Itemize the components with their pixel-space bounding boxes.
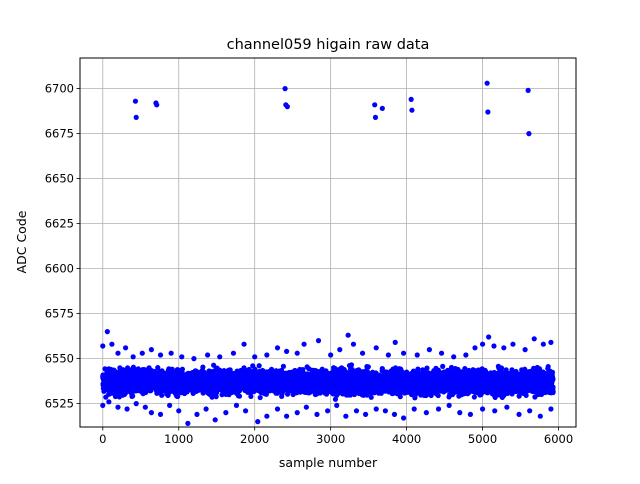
data-point	[257, 363, 262, 368]
data-point	[200, 365, 205, 370]
data-point	[248, 394, 253, 399]
data-point	[130, 393, 135, 398]
data-point	[180, 367, 185, 372]
data-point	[159, 393, 164, 398]
data-point	[424, 366, 429, 371]
data-point	[436, 393, 441, 398]
data-point	[369, 395, 374, 400]
data-point	[237, 394, 242, 399]
data-point	[281, 364, 286, 369]
data-point	[366, 364, 371, 369]
data-point	[258, 395, 263, 400]
data-point	[440, 364, 445, 369]
chart-title: channel059 higain raw data	[227, 37, 430, 53]
data-point	[349, 362, 354, 367]
data-point	[472, 394, 477, 399]
